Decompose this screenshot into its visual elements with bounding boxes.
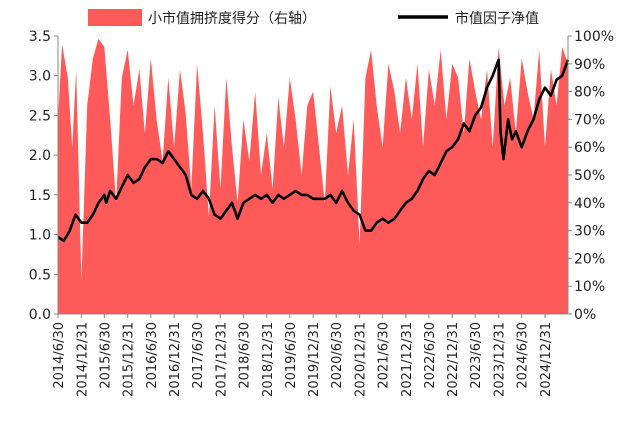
left-tick-label: 2.5 (29, 108, 51, 124)
right-tick-label: 90% (574, 57, 605, 73)
left-tick-label: 2.0 (29, 148, 51, 164)
x-tick-label: 2021/6/30 (377, 322, 392, 389)
x-tick-label: 2017/12/31 (214, 322, 229, 397)
factor-nav-line-series (57, 58, 570, 243)
legend-area-label: 小市值拥挤度得分（右轴） (148, 10, 316, 27)
factor-nav-line (57, 58, 570, 243)
right-tick-label: 50% (574, 168, 605, 184)
x-tick-label: 2014/12/31 (75, 322, 90, 397)
right-tick-label: 100% (574, 29, 614, 45)
crowding-area-series (58, 38, 568, 315)
x-tick-label: 2015/12/31 (122, 322, 137, 397)
left-tick-label: 1.5 (29, 188, 51, 204)
left-tick-label: 3.5 (29, 29, 51, 45)
right-tick-label: 0% (574, 307, 596, 323)
legend: 小市值拥挤度得分（右轴） 市值因子净值 (88, 9, 539, 27)
x-tick-label: 2015/6/30 (98, 322, 113, 389)
x-tick-label: 2018/12/31 (261, 322, 276, 397)
x-tick-label: 2022/6/30 (423, 322, 438, 389)
x-tick-label: 2021/12/31 (400, 322, 415, 397)
right-tick-label: 40% (574, 196, 605, 212)
x-tick-label: 2023/12/31 (493, 322, 508, 397)
x-tick-label: 2016/6/30 (145, 322, 160, 389)
x-tick-label: 2024/6/30 (516, 322, 531, 389)
x-tick-label: 2022/12/31 (446, 322, 461, 397)
x-tick-label: 2020/6/30 (330, 322, 345, 389)
left-tick-label: 0.5 (29, 267, 51, 283)
right-tick-label: 30% (574, 224, 605, 240)
right-tick-label: 60% (574, 140, 605, 156)
x-tick-label: 2024/12/31 (539, 322, 554, 397)
legend-area-swatch (88, 9, 142, 26)
legend-line-label: 市值因子净值 (455, 10, 539, 27)
x-tick-label: 2019/12/31 (307, 322, 322, 397)
x-tick-label: 2017/6/30 (191, 322, 206, 389)
axes: 0.0 0.5 1.0 1.5 2.0 2.5 3.0 3.5 0% 10% 20% 30% 40% 50… (29, 29, 614, 397)
left-tick-label: 1.0 (29, 228, 51, 244)
left-tick-label: 3.0 (29, 69, 51, 85)
right-tick-label: 20% (574, 251, 605, 267)
right-tick-label: 70% (574, 112, 605, 128)
x-tick-label: 2018/6/30 (237, 322, 252, 389)
crowding-area (58, 38, 568, 315)
x-tick-label: 2020/12/31 (354, 322, 369, 397)
right-tick-label: 10% (574, 279, 605, 295)
left-tick-label: 0.0 (29, 307, 51, 323)
x-tick-label: 2019/6/30 (284, 322, 299, 389)
right-tick-label: 80% (574, 85, 605, 101)
x-tick-label: 2014/6/30 (52, 322, 67, 389)
x-tick-label: 2023/6/30 (469, 322, 484, 389)
x-tick-label: 2016/12/31 (168, 322, 183, 397)
